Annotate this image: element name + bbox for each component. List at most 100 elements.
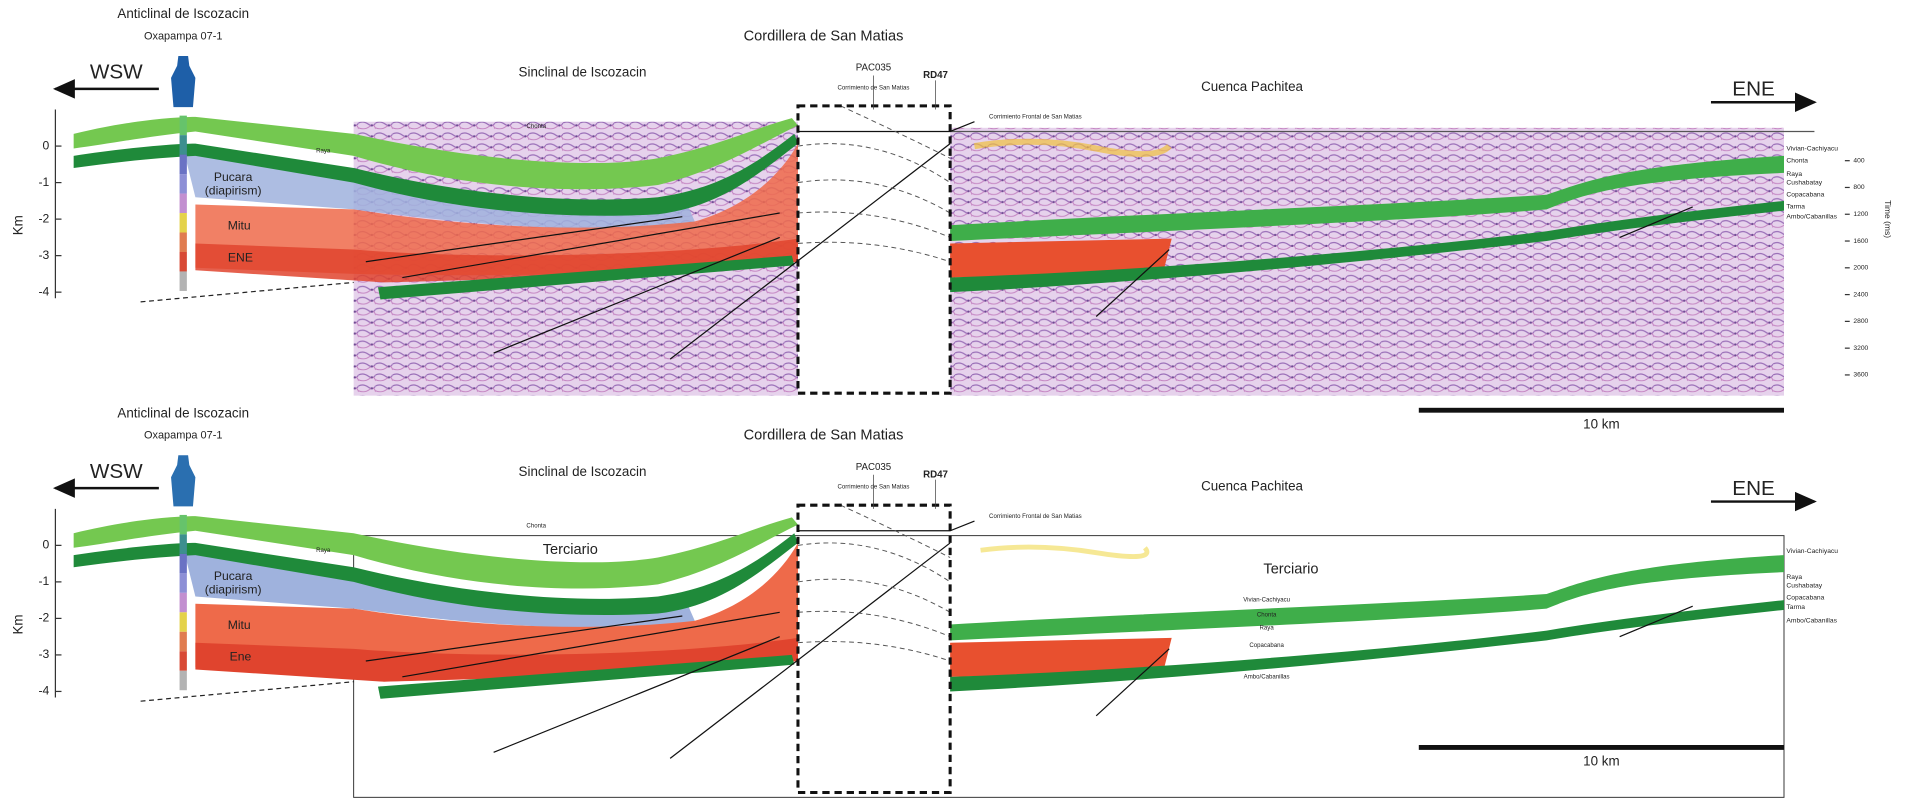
west-label: WSW <box>90 61 143 84</box>
cuenca-label: Cuenca Pachitea <box>1201 478 1303 493</box>
well-column <box>180 651 187 670</box>
fault <box>798 521 975 531</box>
layer-label: Raya <box>316 547 331 554</box>
time-tick-label: 3600 <box>1853 372 1868 379</box>
depth-tick-label: -1 <box>38 574 49 588</box>
well-icon <box>171 455 195 506</box>
horizon-label: Raya <box>1786 171 1802 178</box>
layer-label: (diapirism) <box>205 183 262 197</box>
layer-label: Mitu <box>228 219 251 233</box>
terciario-label: Terciario <box>543 542 598 558</box>
scale-label: 10 km <box>1583 416 1619 431</box>
horizon-label: Vivian-Cachiyacu <box>1243 597 1290 604</box>
horizon-label: Ambo/Cabanillas <box>1786 618 1837 625</box>
east-label: ENE <box>1732 477 1775 500</box>
scale-label: 10 km <box>1583 754 1619 769</box>
horizon-label: Ambo/Cabanillas <box>1244 673 1290 680</box>
horizon-label: Chonta <box>1257 611 1277 618</box>
time-tick-label: 2400 <box>1853 291 1868 298</box>
well-column <box>180 515 187 534</box>
depth-tick-label: -4 <box>38 684 49 698</box>
horizon-label: Vivian-Cachiyacu <box>1786 145 1838 152</box>
depth-tick-label: -3 <box>38 647 49 661</box>
well-title-label: Anticlinal de Iscozacin <box>117 405 249 420</box>
right-upper-green <box>950 555 1784 640</box>
rd-label: RD47 <box>923 70 948 81</box>
pac-label: PAC035 <box>856 462 891 473</box>
horizon-label: Copacabana <box>1786 594 1824 601</box>
well-column <box>180 271 187 290</box>
well-column <box>180 612 187 631</box>
time-tick-label: 1200 <box>1853 211 1868 218</box>
time-tick-label: 400 <box>1853 157 1864 164</box>
horizon-label: Raya <box>1786 574 1802 581</box>
fault <box>798 122 975 132</box>
depth-tick-label: -1 <box>38 175 49 189</box>
fault-dashed <box>798 212 950 237</box>
thrust-box <box>798 106 950 393</box>
time-tick-label: 3200 <box>1853 345 1868 352</box>
layer-label: Raya <box>316 148 331 155</box>
rd-label: RD47 <box>923 469 948 480</box>
horizon-label: Vivian-Cachiyacu <box>1786 548 1838 555</box>
well-column <box>180 573 187 592</box>
projected-line <box>141 682 354 701</box>
horizon-label: Tarma <box>1786 604 1805 611</box>
depth-tick-label: -3 <box>38 248 49 262</box>
well-column <box>180 534 187 553</box>
fault-dashed <box>798 144 950 183</box>
horizon-label: Copacabana <box>1249 642 1284 649</box>
thrust-box <box>798 505 950 792</box>
fault-dashed <box>798 180 950 213</box>
time-axis-title: Time (ms) <box>1883 200 1893 238</box>
time-tick-label: 2000 <box>1853 265 1868 272</box>
corrimiento-label: Corrimiento de San Matias <box>837 84 909 91</box>
panel: Anticlinal de Iscozacin Oxapampa 07-1 WSW E… <box>10 6 1893 431</box>
horizon-label: Raya <box>1260 625 1275 632</box>
horizon-label: Chonta <box>1786 157 1808 164</box>
projected-line <box>141 282 354 301</box>
scale-bar <box>1419 408 1784 413</box>
well-name-label: Oxapampa 07-1 <box>144 430 222 442</box>
cross-section-figure: Anticlinal de Iscozacin Oxapampa 07-1 WSW E… <box>0 0 1910 801</box>
well-column <box>180 252 187 271</box>
well-column <box>180 135 187 154</box>
fault-dashed <box>798 242 950 261</box>
depth-tick-label: 0 <box>43 138 50 152</box>
depth-tick-label: -4 <box>38 284 49 298</box>
well-title-label: Anticlinal de Iscozacin <box>117 6 249 21</box>
horizon-label: Tarma <box>1786 204 1805 211</box>
terciario-label: Terciario <box>1263 562 1318 578</box>
well-column <box>180 174 187 193</box>
time-tick-label: 800 <box>1853 184 1864 191</box>
frontal-label: Corrimiento Frontal de San Matias <box>989 513 1082 520</box>
layer-label: Pucara <box>214 569 253 583</box>
layer-label: Chonta <box>526 522 546 529</box>
depth-tick-label: -2 <box>38 611 49 625</box>
pac-label: PAC035 <box>856 63 891 74</box>
depth-axis-title: Km <box>10 215 25 235</box>
cuenca-label: Cuenca Pachitea <box>1201 79 1303 94</box>
time-tick-label: 1600 <box>1853 238 1868 245</box>
well-column <box>180 593 187 612</box>
horizon-label: Copacabana <box>1786 192 1824 199</box>
cordillera-label: Cordillera de San Matias <box>744 428 904 444</box>
fault-dashed <box>798 642 950 661</box>
layer-label: Mitu <box>228 618 251 632</box>
depth-tick-label: 0 <box>43 538 50 552</box>
fault-dashed <box>798 611 950 636</box>
layer-label: ENE <box>228 250 253 264</box>
well-name-label: Oxapampa 07-1 <box>144 30 222 42</box>
sinclinal-label: Sinclinal de Iscozacin <box>519 464 647 479</box>
well-column <box>180 155 187 174</box>
layer-label: Chonta <box>526 123 546 130</box>
frontal-label: Corrimiento Frontal de San Matias <box>989 113 1082 120</box>
depth-axis-title: Km <box>10 614 25 634</box>
fault-dashed <box>798 579 950 612</box>
corrimiento-label: Corrimiento de San Matias <box>837 484 909 491</box>
layer-label: Pucara <box>214 170 253 184</box>
fault-dashed <box>798 543 950 582</box>
sinclinal-label: Sinclinal de Iscozacin <box>519 65 647 80</box>
scale-bar <box>1419 745 1784 750</box>
